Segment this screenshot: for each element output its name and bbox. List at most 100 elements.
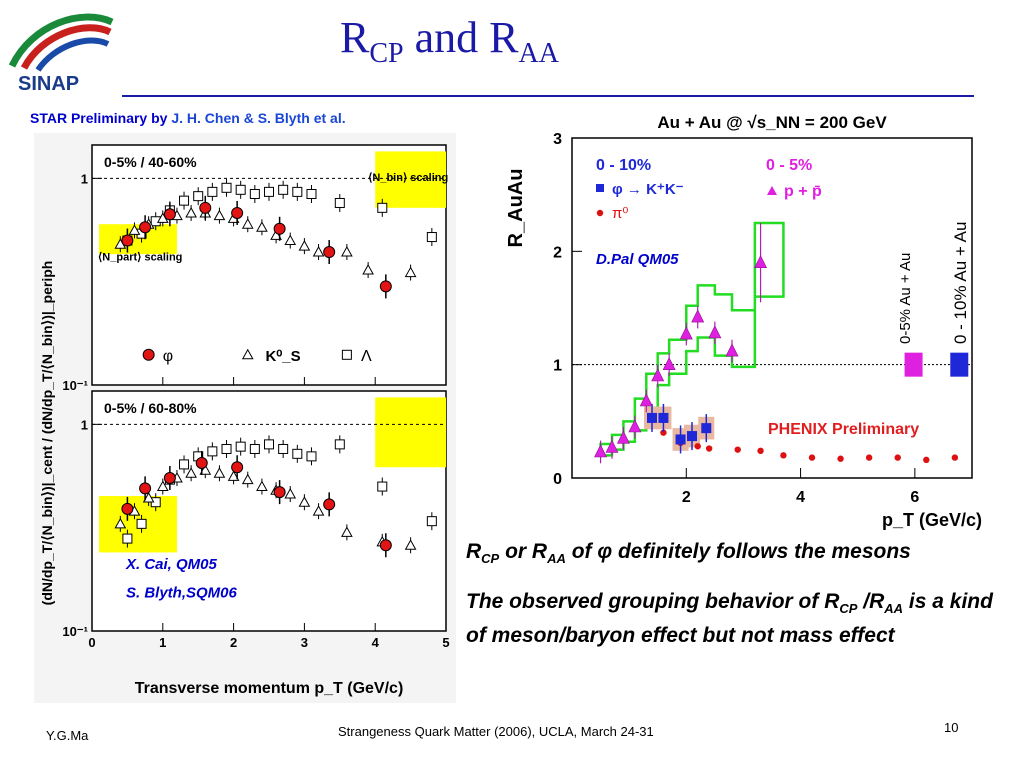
phenix-y-axis-label: R_AuAu bbox=[505, 169, 527, 248]
lambda-point bbox=[377, 202, 388, 213]
ncoll-label-0-10: 0 - 10% Au + Au bbox=[951, 222, 970, 344]
proton-point bbox=[754, 254, 768, 268]
slide-title: RCP and RAA bbox=[340, 13, 559, 69]
kaon-point bbox=[341, 526, 353, 537]
star-x-axis-label: Transverse momentum p_T (GeV/c) bbox=[135, 680, 404, 697]
title-underline bbox=[122, 95, 974, 97]
nbin-scaling-band bbox=[375, 151, 446, 208]
sinap-logo: SINAP bbox=[8, 13, 114, 95]
nbin-scaling-label: ⟨N_bin⟩ scaling bbox=[368, 172, 448, 184]
kaon-point bbox=[341, 245, 353, 257]
phenix-x-tick-label: 4 bbox=[796, 489, 805, 506]
phenix-x-axis-label: p_T (GeV/c) bbox=[882, 510, 982, 530]
npart-scaling-label: ⟨N_part⟩ scaling bbox=[98, 252, 182, 264]
lambda-point bbox=[334, 439, 345, 450]
phi-point bbox=[121, 502, 134, 515]
star-credit: STAR Preliminary by J. H. Chen & S. Blyt… bbox=[30, 110, 346, 126]
footer-author: Y.G.Ma bbox=[46, 728, 89, 743]
page-number: 10 bbox=[944, 720, 959, 735]
kaon-point bbox=[362, 264, 374, 275]
logo-swoosh-green bbox=[8, 13, 114, 68]
kaon-point bbox=[128, 224, 141, 235]
pi0-point bbox=[694, 443, 701, 450]
kaon-point bbox=[213, 209, 226, 221]
lambda-point bbox=[179, 195, 190, 206]
lambda-point bbox=[292, 448, 303, 459]
lambda-point bbox=[306, 188, 317, 199]
y-tick-label: 1 bbox=[81, 417, 88, 432]
phi-point bbox=[139, 482, 152, 495]
phi-point bbox=[323, 246, 336, 259]
phenix-y-tick-label: 3 bbox=[553, 131, 562, 148]
phi-point bbox=[139, 221, 152, 234]
phi-kk-point bbox=[658, 412, 669, 423]
lambda-point bbox=[278, 184, 289, 195]
phenix-x-tick-label: 2 bbox=[682, 489, 691, 506]
kaon-point bbox=[213, 467, 226, 478]
kaon-point bbox=[256, 221, 268, 232]
kaon-point bbox=[227, 470, 240, 481]
logo-swoosh-red bbox=[20, 24, 112, 70]
lambda-point bbox=[207, 446, 218, 457]
ncoll-label-0-5: 0-5% Au + Au bbox=[897, 253, 914, 344]
kaon-point bbox=[298, 240, 311, 251]
phi-kk-point bbox=[701, 423, 712, 434]
pi0-point bbox=[865, 454, 873, 461]
kaon-point bbox=[241, 218, 254, 229]
x-tick-label: 2 bbox=[230, 635, 237, 650]
logo-text: SINAP bbox=[18, 73, 79, 95]
lambda-point bbox=[179, 459, 190, 470]
kaon-point bbox=[241, 473, 254, 485]
phi-point bbox=[163, 472, 176, 485]
lambda-point bbox=[136, 518, 147, 529]
pi0-point bbox=[734, 446, 741, 453]
pi0-point bbox=[780, 452, 787, 459]
note-2: The observed grouping behavior of RCP /R… bbox=[466, 590, 993, 648]
lambda-point bbox=[193, 191, 204, 202]
kaon-point bbox=[185, 467, 197, 478]
pi0-point bbox=[837, 455, 844, 462]
pi0-point bbox=[894, 454, 901, 461]
phenix-y-tick-label: 1 bbox=[553, 358, 562, 375]
lambda-point bbox=[264, 186, 274, 197]
kaon-point bbox=[312, 245, 325, 257]
proton-point bbox=[616, 430, 630, 444]
lambda-point bbox=[249, 443, 260, 454]
x-tick-label: 5 bbox=[442, 635, 449, 650]
nbin-scaling-band bbox=[375, 397, 446, 468]
kaon-point bbox=[404, 266, 417, 278]
phi-kk-point bbox=[675, 434, 686, 445]
y-tick-label: 10⁻¹ bbox=[62, 624, 88, 639]
kaon-point bbox=[284, 488, 297, 499]
star-bottom-panel: 0 1 2 3 4 5 10⁻¹ 1 0-5% / 60-80% X. Cai, QM05 S. B… bbox=[62, 390, 450, 650]
lambda-point bbox=[377, 481, 388, 492]
star-rcp-plot: 10⁻¹ 1 0-5% / 40-60% ⟨N_bin⟩ scaling ⟨N_part… bbox=[34, 133, 456, 703]
phenix-raa-plot: Au + Au @ √s_NN = 200 GeV 0 1 2 3 2 4 6 p_T (GeV… bbox=[492, 104, 998, 536]
kaon-point bbox=[142, 491, 155, 503]
lambda-point bbox=[292, 186, 303, 197]
star-y-axis-label: (dN/dp_T/⟨N_bin⟩)|_cent / (dN/dp_T/⟨N_bi… bbox=[39, 261, 55, 606]
phenix-preliminary-label: PHENIX Preliminary bbox=[768, 421, 919, 438]
phi-point bbox=[273, 486, 286, 499]
lambda-point bbox=[426, 232, 437, 243]
dpal-credit: D.Pal QM05 bbox=[596, 251, 679, 268]
kaon-point bbox=[298, 496, 311, 507]
phi-point bbox=[379, 280, 392, 293]
star-top-panel: 10⁻¹ 1 0-5% / 40-60% ⟨N_bin⟩ scaling ⟨N_part… bbox=[62, 144, 448, 393]
legend-pi0-label: π⁰ bbox=[612, 205, 628, 222]
lambda-point bbox=[278, 443, 289, 454]
ncoll-box-0-10 bbox=[950, 352, 969, 377]
legend-phi-label: φ bbox=[163, 348, 173, 365]
proton-point bbox=[639, 393, 653, 407]
phi-kk-point bbox=[687, 431, 697, 442]
y-tick-label: 1 bbox=[81, 171, 88, 186]
kaon-point bbox=[114, 517, 127, 529]
legend-proton-marker bbox=[767, 186, 777, 195]
pi0-point bbox=[757, 447, 764, 454]
pi0-point bbox=[660, 429, 667, 436]
legend-lambda-label: Λ bbox=[361, 348, 372, 365]
legend-pi0-marker bbox=[596, 209, 604, 217]
note-1: RCP or RAA of φ definitely follows the m… bbox=[466, 540, 911, 567]
y-tick-label: 10⁻¹ bbox=[62, 378, 88, 393]
legend-0-5-header: 0 - 5% bbox=[766, 157, 812, 174]
